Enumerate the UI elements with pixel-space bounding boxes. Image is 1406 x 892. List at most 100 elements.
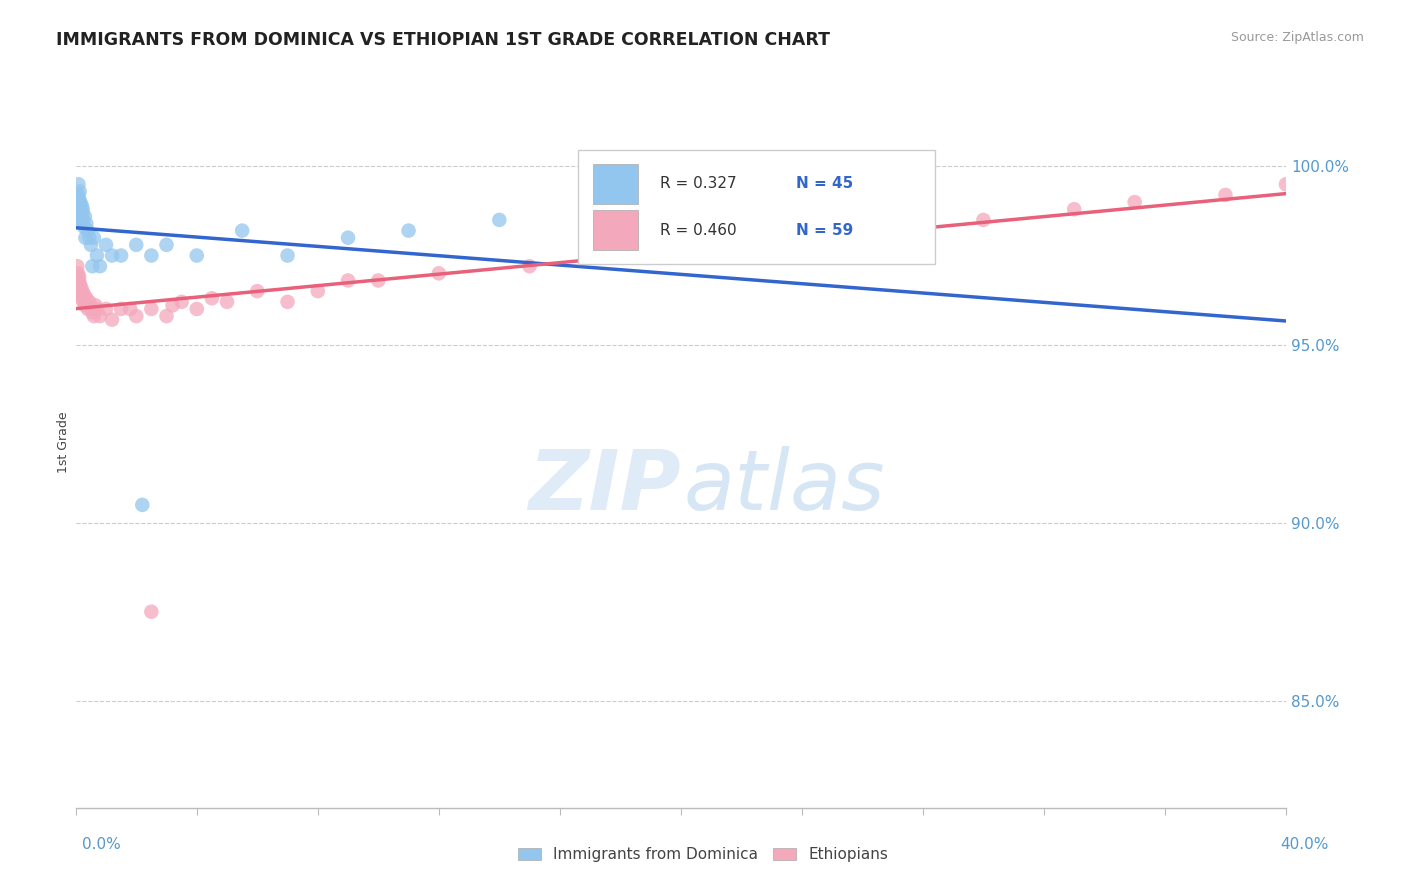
- Y-axis label: 1st Grade: 1st Grade: [58, 412, 70, 474]
- Point: [70, 291, 93, 305]
- Point: [125, 309, 148, 323]
- Point: [821, 231, 844, 245]
- Point: [131, 498, 153, 512]
- Point: [69, 195, 91, 210]
- Point: [66, 202, 89, 217]
- Point: [75, 231, 97, 245]
- Point: [1123, 195, 1146, 210]
- Text: R = 0.460: R = 0.460: [661, 223, 737, 238]
- Point: [67, 284, 90, 298]
- Point: [66, 269, 89, 284]
- Point: [398, 224, 420, 238]
- Point: [67, 273, 90, 287]
- Point: [70, 217, 93, 231]
- Point: [186, 248, 208, 262]
- Point: [82, 259, 104, 273]
- Point: [67, 277, 90, 291]
- Point: [162, 298, 184, 312]
- Text: N = 45: N = 45: [796, 177, 853, 191]
- Point: [67, 213, 90, 227]
- Point: [79, 231, 101, 245]
- Point: [67, 206, 90, 220]
- Point: [110, 301, 132, 316]
- Point: [69, 210, 91, 224]
- Text: 40.0%: 40.0%: [1281, 838, 1329, 852]
- Point: [427, 266, 450, 280]
- Point: [1063, 202, 1085, 217]
- Point: [66, 273, 89, 287]
- Point: [972, 213, 994, 227]
- Point: [307, 284, 329, 298]
- Point: [84, 298, 107, 312]
- Text: ZIP: ZIP: [529, 446, 681, 527]
- Point: [75, 294, 97, 309]
- Point: [186, 301, 208, 316]
- Point: [231, 224, 253, 238]
- Point: [72, 206, 94, 220]
- Point: [75, 291, 97, 305]
- Point: [69, 185, 91, 199]
- Point: [609, 248, 631, 262]
- Text: 0.0%: 0.0%: [82, 838, 121, 852]
- Text: IMMIGRANTS FROM DOMINICA VS ETHIOPIAN 1ST GRADE CORRELATION CHART: IMMIGRANTS FROM DOMINICA VS ETHIOPIAN 1S…: [56, 31, 830, 49]
- Point: [80, 237, 103, 252]
- Point: [851, 224, 873, 238]
- Point: [73, 220, 96, 235]
- Point: [69, 195, 91, 210]
- Point: [337, 273, 360, 287]
- Point: [86, 301, 108, 316]
- Point: [201, 291, 224, 305]
- Point: [66, 259, 89, 273]
- Point: [669, 237, 692, 252]
- Point: [79, 294, 101, 309]
- Point: [367, 273, 389, 287]
- Point: [519, 259, 541, 273]
- Point: [125, 237, 148, 252]
- Point: [72, 294, 94, 309]
- Point: [276, 294, 298, 309]
- Point: [730, 237, 752, 252]
- Text: R = 0.327: R = 0.327: [661, 177, 737, 191]
- Point: [89, 309, 111, 323]
- Point: [83, 231, 105, 245]
- Point: [337, 231, 360, 245]
- Text: Source: ZipAtlas.com: Source: ZipAtlas.com: [1230, 31, 1364, 45]
- Point: [1215, 188, 1237, 202]
- Point: [80, 301, 103, 316]
- Point: [72, 284, 94, 298]
- Point: [170, 294, 193, 309]
- Text: atlas: atlas: [683, 446, 884, 527]
- Point: [75, 217, 97, 231]
- Point: [110, 248, 132, 262]
- Point: [101, 312, 124, 326]
- Point: [155, 309, 177, 323]
- Point: [67, 284, 90, 298]
- Point: [67, 178, 90, 192]
- FancyBboxPatch shape: [578, 151, 935, 264]
- Point: [141, 605, 163, 619]
- Point: [246, 284, 269, 298]
- Point: [73, 210, 96, 224]
- Point: [69, 287, 91, 301]
- Point: [67, 195, 90, 210]
- Point: [72, 213, 94, 227]
- Point: [89, 259, 111, 273]
- Point: [70, 199, 93, 213]
- Point: [73, 287, 96, 301]
- Point: [155, 237, 177, 252]
- Point: [488, 213, 510, 227]
- Point: [86, 248, 108, 262]
- Point: [67, 188, 90, 202]
- Point: [101, 248, 124, 262]
- Legend: Immigrants from Dominica, Ethiopians: Immigrants from Dominica, Ethiopians: [512, 841, 894, 868]
- Point: [70, 280, 93, 294]
- Point: [73, 298, 96, 312]
- Point: [69, 277, 91, 291]
- Point: [72, 202, 94, 217]
- Point: [70, 287, 93, 301]
- Point: [67, 266, 90, 280]
- Text: N = 59: N = 59: [796, 223, 853, 238]
- Point: [83, 309, 105, 323]
- Point: [911, 224, 934, 238]
- Bar: [592, 211, 638, 251]
